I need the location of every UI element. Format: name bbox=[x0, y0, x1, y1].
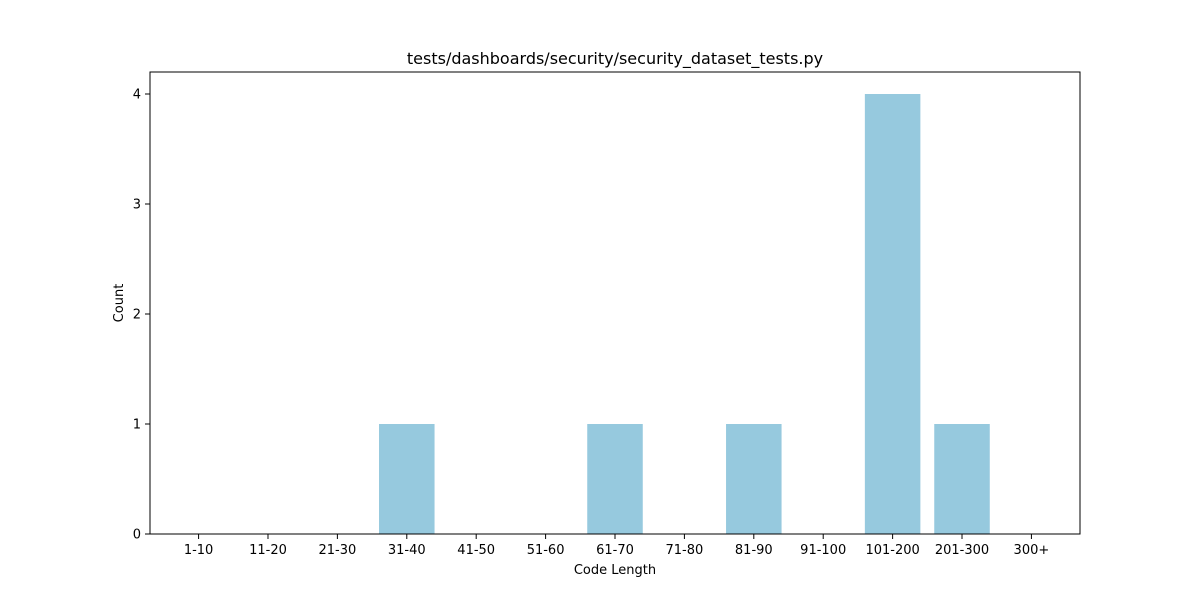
chart-title: tests/dashboards/security/security_datas… bbox=[407, 49, 823, 69]
x-tick-label: 41-50 bbox=[457, 543, 495, 558]
bars-layer bbox=[379, 94, 990, 534]
x-tick-label: 71-80 bbox=[666, 543, 704, 558]
y-tick-label: 4 bbox=[133, 88, 141, 103]
bar-61-70 bbox=[587, 424, 643, 534]
x-tick-label: 201-300 bbox=[935, 543, 989, 558]
x-tick-label: 31-40 bbox=[388, 543, 426, 558]
bar-201-300 bbox=[934, 424, 990, 534]
x-tick-label: 21-30 bbox=[318, 543, 356, 558]
x-tick-label: 11-20 bbox=[249, 543, 287, 558]
x-axis-title: Code Length bbox=[574, 563, 656, 578]
bar-81-90 bbox=[726, 424, 782, 534]
x-axis: 1-10 11-20 21-30 31-40 41-50 51-60 61-70 71-80 8… bbox=[184, 534, 1049, 558]
bar-101-200 bbox=[864, 94, 921, 534]
x-tick-label: 51-60 bbox=[527, 543, 565, 558]
x-tick-label: 1-10 bbox=[184, 543, 214, 558]
x-tick-label: 91-100 bbox=[800, 543, 846, 558]
y-tick-label: 3 bbox=[133, 198, 141, 213]
y-axis: 0 1 2 3 4 bbox=[133, 88, 150, 543]
x-tick-label: 81-90 bbox=[735, 543, 773, 558]
bar-31-40 bbox=[379, 424, 435, 534]
x-tick-label: 101-200 bbox=[865, 543, 919, 558]
x-tick-label: 300+ bbox=[1014, 543, 1050, 558]
y-tick-label: 1 bbox=[133, 418, 141, 433]
y-tick-label: 2 bbox=[133, 308, 141, 323]
x-tick-label: 61-70 bbox=[596, 543, 634, 558]
y-axis-title: Count bbox=[112, 284, 127, 323]
y-tick-label: 0 bbox=[133, 528, 141, 543]
